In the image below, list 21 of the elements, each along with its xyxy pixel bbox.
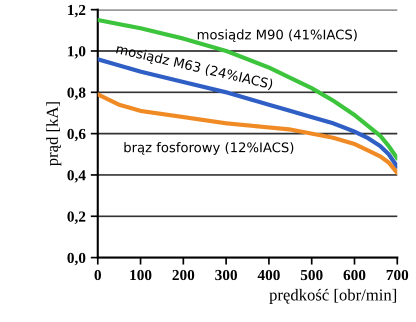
x-tick-label: 100: [130, 270, 152, 280]
series-label: brąz fosforowy (12%IACS): [124, 142, 294, 155]
y-tick-label: 0,0: [67, 252, 86, 266]
x-tick-label: 400: [258, 270, 280, 280]
x-tick-label: 300: [215, 270, 237, 280]
y-tick-label: 1,0: [68, 46, 86, 59]
line-series: [98, 92, 398, 175]
y-axis-title: prąd [kA]: [46, 102, 62, 166]
x-tick-label: 500: [300, 270, 323, 280]
series-label: mosiądz M90 (41%IACS): [198, 29, 357, 42]
x-tick-label: 700: [386, 270, 408, 280]
y-tick-label: 0,4: [67, 170, 86, 183]
y-tick-label: 0,2: [67, 211, 86, 224]
y-tick-label: 0,6: [67, 128, 86, 142]
y-tick-label: 0,8: [67, 87, 86, 100]
line-series: [98, 18, 398, 161]
x-tick-label: 600: [344, 270, 366, 280]
y-tick-label: 1,2: [68, 4, 86, 18]
x-tick-label: 200: [172, 270, 194, 280]
x-tick-label: 0: [94, 270, 101, 280]
x-axis-title: prędkość [obr/min]: [269, 288, 396, 304]
